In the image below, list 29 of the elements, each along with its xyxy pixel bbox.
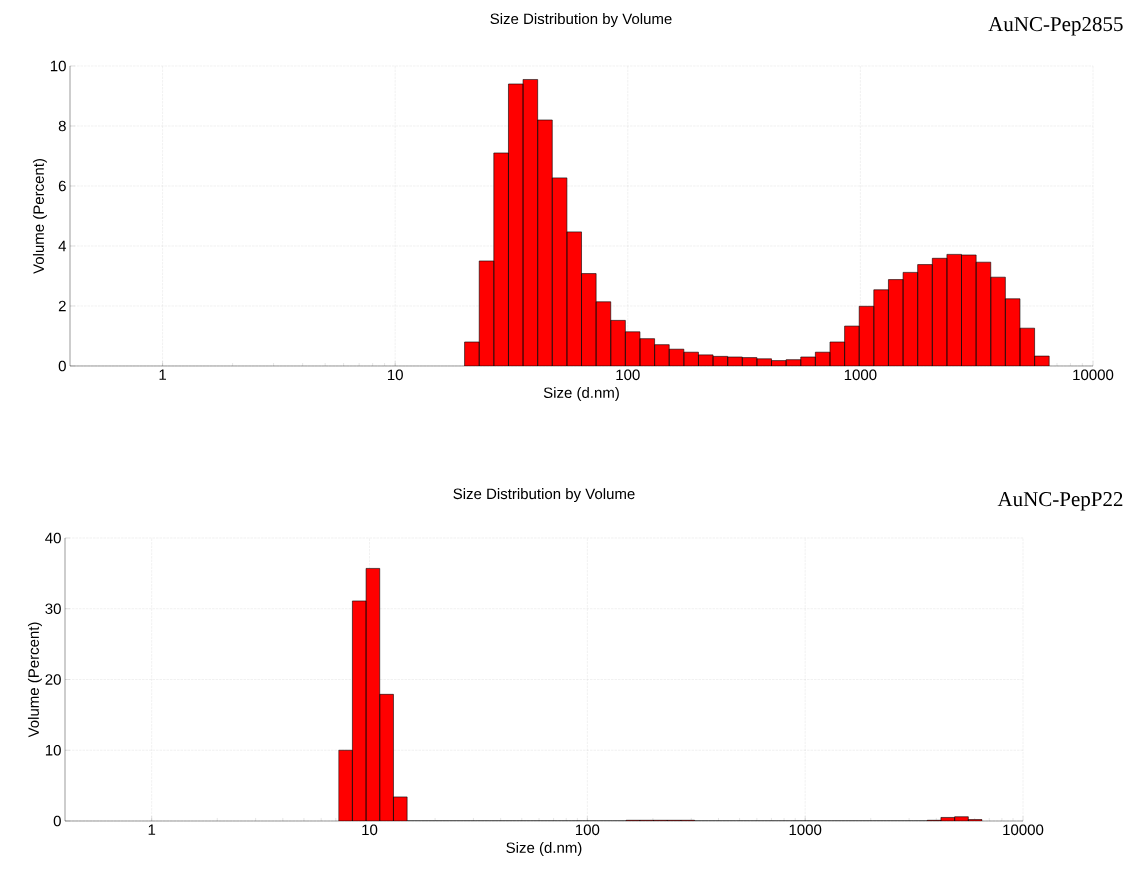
x-tick-label: 10	[362, 824, 378, 836]
y-tick-label: 10	[45, 744, 61, 756]
chart-subtitle: AuNC-Pep2855	[988, 17, 1123, 36]
x-tick-label: 10000	[1073, 369, 1114, 381]
y-tick-label: 4	[58, 240, 67, 252]
x-axis-title: Size (d.nm)	[506, 842, 582, 856]
y-axis-title: Volume (Percent)	[27, 622, 42, 738]
x-tick-label: 1	[159, 369, 167, 380]
y-axis-title: Volume (Percent)	[32, 159, 47, 274]
chart-title: Size Distribution by Volume	[453, 488, 635, 503]
y-tick-label: 0	[53, 815, 61, 827]
x-tick-label: 10000	[1003, 824, 1044, 836]
x-tick-label: 10	[387, 369, 403, 381]
x-tick-label: 100	[575, 824, 600, 836]
y-tick-label: 20	[45, 674, 61, 685]
x-tick-label: 1000	[844, 369, 877, 381]
x-tick-label: 1000	[789, 824, 822, 836]
chart-subtitle: AuNC-PepP22	[997, 492, 1123, 511]
y-tick-label: 8	[58, 120, 66, 132]
x-axis-title: Size (d.nm)	[543, 387, 619, 401]
y-tick-label: 30	[45, 603, 61, 615]
y-tick-label: 0	[58, 360, 66, 372]
chart-title: Size Distribution by Volume	[490, 13, 672, 28]
x-tick-label: 1	[148, 824, 156, 835]
y-tick-label: 2	[58, 300, 66, 312]
y-tick-label: 40	[45, 532, 61, 544]
y-tick-label: 6	[58, 180, 66, 192]
x-tick-label: 100	[616, 369, 640, 381]
y-tick-label: 10	[50, 60, 66, 72]
